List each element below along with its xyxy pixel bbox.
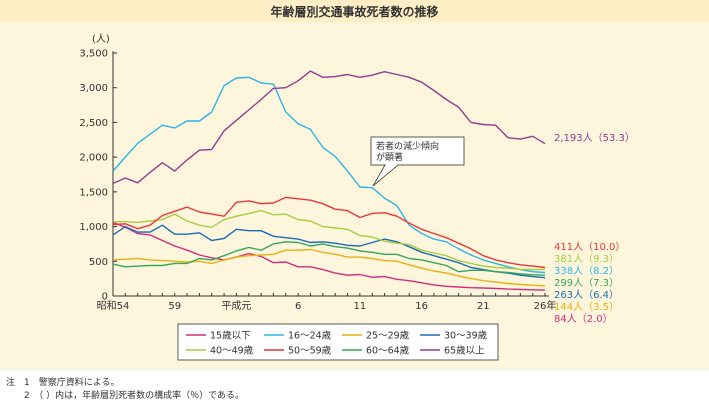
y-tick-label: 500 <box>89 257 108 268</box>
chart-title: 年齢層別交通事故死者数の推移 <box>270 5 439 19</box>
end-label-60〜64歳: 299人（7.3） <box>554 277 619 289</box>
legend-label-30〜39歳: 30〜39歳 <box>444 330 488 342</box>
annotation-box <box>370 136 465 166</box>
plot-background <box>0 22 709 370</box>
legend-label-15歳以下: 15歳以下 <box>210 330 251 342</box>
annotation-text-2: が顕著 <box>376 151 403 163</box>
x-tick-label: 昭和54 <box>97 300 130 312</box>
x-tick-label: 21 <box>477 301 490 312</box>
x-tick-label: 11 <box>353 301 366 312</box>
series-line-25〜29歳 <box>112 248 546 287</box>
legend-label-60〜64歳: 60〜64歳 <box>366 345 410 357</box>
series-line-60〜64歳 <box>112 241 546 276</box>
y-axis-label: (人) <box>92 33 110 45</box>
legend-box <box>177 323 499 361</box>
y-tick-label: 2,000 <box>79 153 108 164</box>
series-line-50〜59歳 <box>112 196 546 269</box>
annotation-text-1: 若者の減少傾向 <box>376 140 439 152</box>
end-label-65歳以上: 2,193人（53.3） <box>554 132 635 144</box>
y-tick-label: 1,500 <box>79 187 108 198</box>
y-tick-label: 0 <box>102 292 108 303</box>
series-line-15歳以下 <box>112 221 546 291</box>
x-tick-label: 59 <box>168 301 181 312</box>
series-line-65歳以上 <box>112 70 546 185</box>
legend-label-65歳以上: 65歳以上 <box>444 345 485 357</box>
footnote-1: 注 1 警察庁資料による。 <box>6 378 120 388</box>
legend-label-25〜29歳: 25〜29歳 <box>366 330 410 342</box>
end-label-30〜39歳: 263人（6.4） <box>554 289 619 301</box>
end-label-25〜29歳: 144人（3.5） <box>554 301 619 313</box>
title-bar <box>0 0 709 22</box>
legend-label-40〜49歳: 40〜49歳 <box>210 345 254 357</box>
end-label-15歳以下: 84人（2.0） <box>554 313 613 325</box>
series-line-16〜24歳 <box>112 76 546 274</box>
footnote-2: 2 （ ）内は，年齢層別死者数の構成率（％）である。 <box>6 391 244 401</box>
legend-label-16〜24歳: 16〜24歳 <box>288 330 332 342</box>
y-tick-label: 1,000 <box>79 222 108 233</box>
y-tick-label: 2,500 <box>79 118 108 129</box>
end-label-50〜59歳: 411人（10.0） <box>554 241 625 253</box>
y-tick-label: 3,500 <box>79 49 108 60</box>
x-tick-label: 平成元 <box>221 300 251 312</box>
end-label-40〜49歳: 381人（9.3） <box>554 253 619 265</box>
series-line-30〜39歳 <box>112 224 546 279</box>
x-tick-label: 26年 <box>534 299 557 312</box>
legend-label-50〜59歳: 50〜59歳 <box>288 345 332 357</box>
annotation-pointer <box>372 164 399 187</box>
series-line-40〜49歳 <box>113 209 546 271</box>
x-tick-label: 16 <box>415 301 428 312</box>
x-tick-label: 6 <box>295 301 301 312</box>
end-label-16〜24歳: 338人（8.2） <box>554 265 619 277</box>
y-tick-label: 3,000 <box>79 83 108 94</box>
